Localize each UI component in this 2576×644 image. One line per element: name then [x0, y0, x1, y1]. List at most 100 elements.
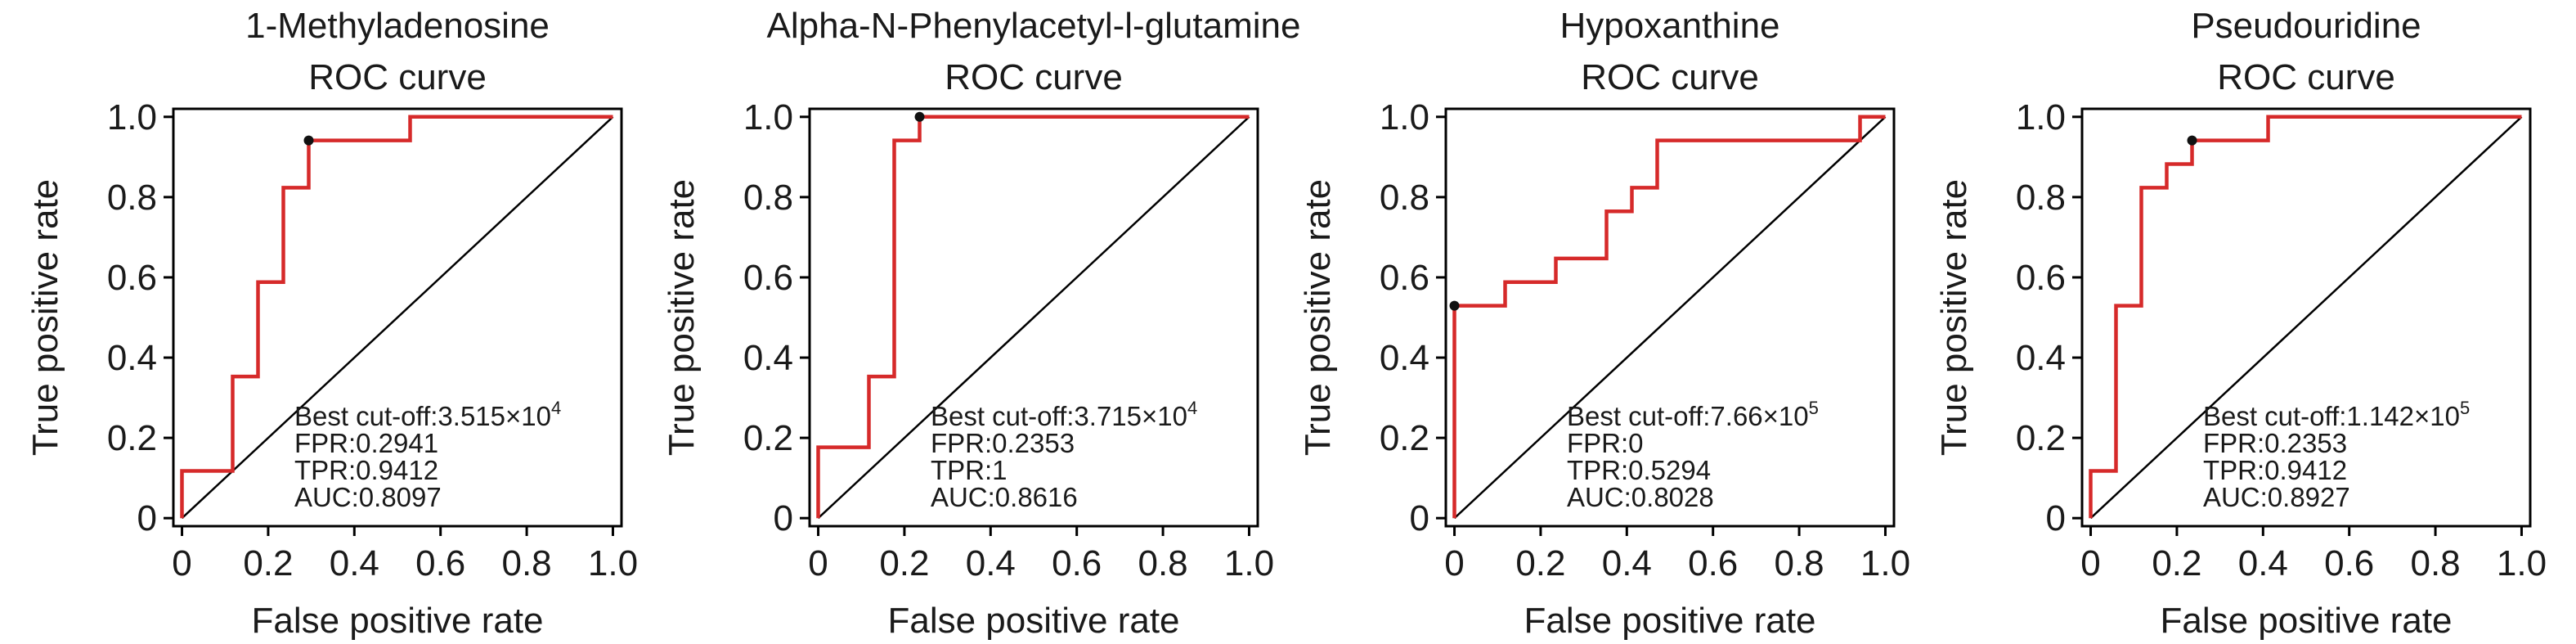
fpr-label: FPR:0 [1567, 428, 1644, 458]
y-tick-label: 0.2 [743, 418, 793, 458]
best-cutoff-value: Best cut-off:3.715×10 [931, 401, 1187, 431]
y-axis-label: True positive rate [25, 179, 65, 456]
y-axis-label: True positive rate [662, 179, 702, 456]
best-cutoff-point [2187, 135, 2197, 146]
reference-diagonal [2089, 115, 2523, 520]
x-axis-label: False positive rate [251, 601, 543, 641]
y-tick-label: 0.6 [2016, 258, 2066, 298]
y-tick-label: 0.6 [107, 258, 157, 298]
y-tick-label: 0.2 [107, 418, 157, 458]
x-tick-label: 0 [172, 543, 191, 583]
best-cutoff-exponent: 4 [551, 398, 561, 418]
auc-label: AUC:0.8927 [2203, 482, 2350, 512]
x-tick-label: 1.0 [1224, 543, 1274, 583]
fpr-label: FPR:0.2353 [2203, 428, 2347, 458]
y-tick-label: 0 [2046, 498, 2066, 538]
x-tick-label: 0.4 [2238, 543, 2288, 583]
x-tick-label: 0.4 [330, 543, 379, 583]
y-tick-label: 0.6 [743, 258, 793, 298]
tpr-label: TPR:0.5294 [1567, 455, 1711, 485]
x-tick-label: 0.4 [1602, 543, 1652, 583]
y-tick-label: 1.0 [2016, 97, 2066, 137]
chart-title: 1-Methyladenosine [245, 6, 550, 46]
x-axis-label: False positive rate [887, 601, 1179, 641]
x-tick-label: 0.2 [879, 543, 929, 583]
y-tick-label: 0.2 [1380, 418, 1429, 458]
roc-panel-1: 1-Methyladenosine ROC curve 00 0.2 0.2 0.4 0.4… [25, 6, 638, 641]
x-tick-label: 0.6 [2324, 543, 2374, 583]
roc-curve-line [2089, 115, 2522, 519]
roc-curve-line [816, 115, 1250, 519]
best-cutoff-value: Best cut-off:1.142×10 [2203, 401, 2460, 431]
y-axis-label: True positive rate [1934, 179, 1974, 456]
y-tick-label: 0.8 [2016, 178, 2066, 218]
x-tick-label: 0.6 [415, 543, 465, 583]
x-tick-label: 0.2 [1515, 543, 1565, 583]
y-tick-label: 1.0 [1380, 97, 1429, 137]
best-cutoff-value: Best cut-off:7.66×10 [1567, 401, 1809, 431]
plot-frame [808, 107, 1259, 528]
chart-title: Alpha-N-Phenylacetyl-l-glutamine [767, 6, 1301, 46]
reference-diagonal [181, 115, 614, 520]
best-cutoff-label: Best cut-off:1.142×105 [2203, 398, 2470, 431]
y-tick-label: 0.8 [743, 178, 793, 218]
x-axis-label: False positive rate [2160, 601, 2452, 641]
y-tick-label: 0.6 [1380, 258, 1429, 298]
chart-title: Pseudouridine [2191, 6, 2421, 46]
plot-frame [172, 107, 623, 528]
x-tick-label: 1.0 [588, 543, 638, 583]
reference-diagonal [1453, 115, 1887, 520]
y-tick-label: 0.4 [2016, 338, 2066, 378]
chart-subtitle: ROC curve [308, 57, 487, 97]
x-tick-label: 1.0 [1860, 543, 1910, 583]
best-cutoff-exponent: 5 [1809, 398, 1819, 418]
y-tick-label: 1.0 [107, 97, 157, 137]
y-tick-label: 0.8 [1380, 178, 1429, 218]
plot-frame [2080, 107, 2532, 528]
roc-panel-2: Alpha-N-Phenylacetyl-l-glutamine ROC curv… [662, 6, 1300, 641]
best-cutoff-point [914, 111, 925, 122]
x-tick-label: 0 [2080, 543, 2100, 583]
best-cutoff-exponent: 5 [2460, 398, 2470, 418]
reference-diagonal [817, 115, 1250, 520]
best-cutoff-point [1449, 300, 1460, 311]
x-tick-label: 1.0 [2497, 543, 2547, 583]
fpr-label: FPR:0.2353 [931, 428, 1075, 458]
plot-frame [1444, 107, 1896, 528]
fpr-label: FPR:0.2941 [294, 428, 438, 458]
tpr-label: TPR:0.9412 [294, 455, 438, 485]
y-tick-label: 0 [137, 498, 157, 538]
best-cutoff-point [303, 135, 314, 146]
y-tick-label: 0.2 [2016, 418, 2066, 458]
best-cutoff-value: Best cut-off:3.515×10 [294, 401, 551, 431]
x-tick-label: 0.6 [1688, 543, 1738, 583]
x-tick-label: 0.2 [2152, 543, 2201, 583]
x-tick-label: 0.4 [966, 543, 1016, 583]
auc-label: AUC:0.8616 [931, 482, 1078, 512]
y-tick-label: 0 [774, 498, 793, 538]
chart-title: Hypoxanthine [1560, 6, 1779, 46]
tpr-label: TPR:1 [931, 455, 1008, 485]
y-axis-label: True positive rate [1298, 179, 1338, 456]
y-tick-label: 0.4 [107, 338, 157, 378]
x-tick-label: 0 [808, 543, 828, 583]
x-tick-label: 0 [1444, 543, 1464, 583]
auc-label: AUC:0.8097 [294, 482, 442, 512]
roc-panel-3: Hypoxanthine ROC curve 00 0.2 0.2 0.4 0.4 0.6 0.… [1298, 6, 1910, 641]
auc-label: AUC:0.8028 [1567, 482, 1714, 512]
best-cutoff-label: Best cut-off:7.66×105 [1567, 398, 1819, 431]
x-tick-label: 0.6 [1052, 543, 1102, 583]
x-tick-label: 0.8 [501, 543, 551, 583]
x-tick-label: 0.8 [1774, 543, 1824, 583]
best-cutoff-label: Best cut-off:3.715×104 [931, 398, 1197, 431]
x-axis-label: False positive rate [1524, 601, 1815, 641]
best-cutoff-exponent: 4 [1187, 398, 1197, 418]
best-cutoff-label: Best cut-off:3.515×104 [294, 398, 561, 431]
roc-curve-line [1452, 115, 1886, 519]
y-tick-label: 0 [1410, 498, 1429, 538]
chart-subtitle: ROC curve [2217, 57, 2395, 97]
chart-subtitle: ROC curve [945, 57, 1123, 97]
tpr-label: TPR:0.9412 [2203, 455, 2347, 485]
y-tick-label: 0.4 [743, 338, 793, 378]
